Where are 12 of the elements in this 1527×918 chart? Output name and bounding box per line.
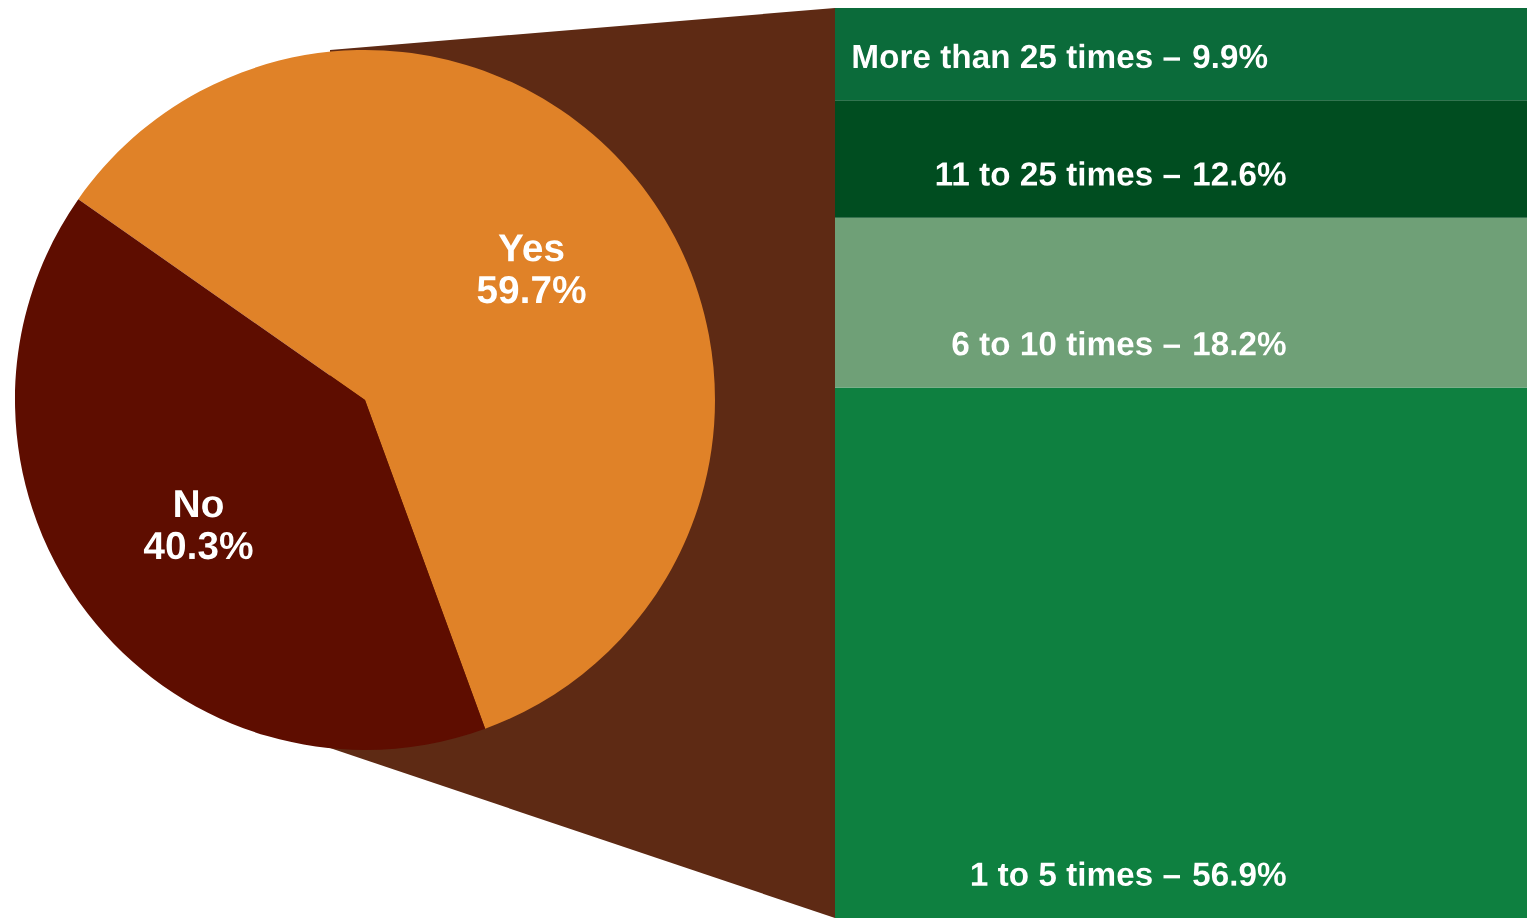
- data-label: 9.9%: [1193, 44, 1268, 69]
- data-label: 40.3%: [143, 531, 253, 560]
- data-label: 12.6%: [1194, 162, 1286, 186]
- series-label: 6 to 10 times –: [952, 330, 1180, 356]
- data-label: 59.7%: [477, 275, 586, 304]
- series-label: More than 25 times –: [853, 43, 1180, 69]
- series-label: 1 to 5 times –: [971, 861, 1180, 886]
- data-label: 18.2%: [1194, 331, 1286, 356]
- slice-label: No: [175, 490, 223, 518]
- series-label: 11 to 25 times –: [936, 161, 1180, 186]
- slice-label: Yes: [498, 234, 564, 262]
- data-label: 56.9%: [1193, 862, 1286, 886]
